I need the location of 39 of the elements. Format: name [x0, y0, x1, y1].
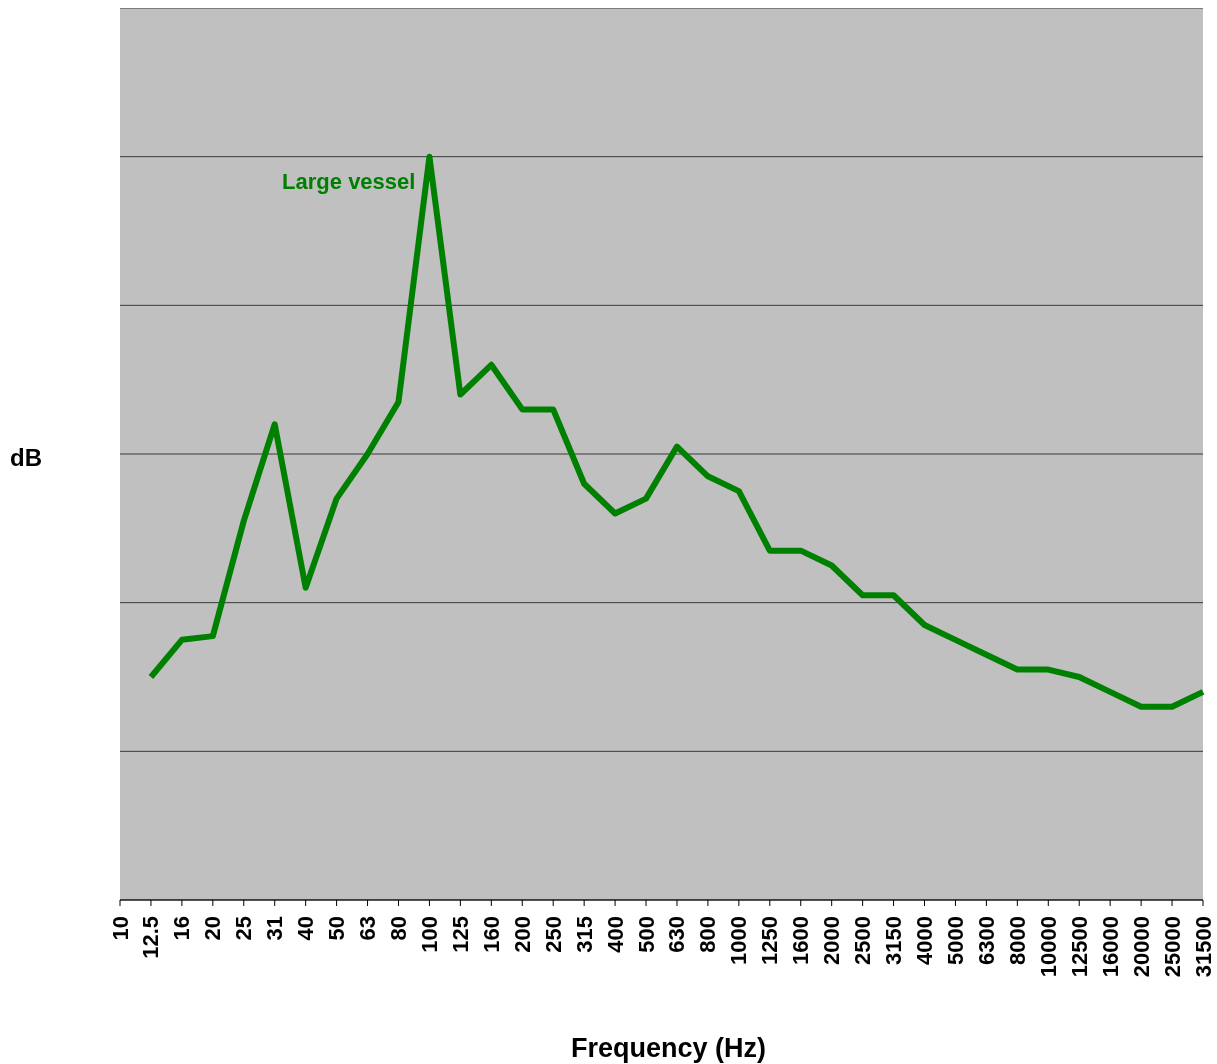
x-tick-label: 800: [695, 916, 721, 953]
x-tick-label: 25000: [1159, 916, 1185, 978]
x-tick-label: 160: [478, 916, 504, 953]
x-tick-label: 31500: [1190, 916, 1216, 978]
x-tick-label: 3150: [881, 916, 907, 965]
x-tick-label: 16: [169, 916, 195, 941]
x-tick-label: 25: [231, 916, 257, 941]
x-tick-label: 125: [447, 916, 473, 953]
x-tick-label: 8000: [1004, 916, 1030, 965]
x-tick-label: 16000: [1097, 916, 1123, 978]
x-tick-label: 12500: [1066, 916, 1092, 978]
x-tick-label: 10000: [1035, 916, 1061, 978]
x-tick-label: 100: [416, 916, 442, 953]
x-tick-label: 630: [664, 916, 690, 953]
series-label: Large vessel: [282, 168, 416, 194]
x-tick-label: 5000: [942, 916, 968, 965]
x-tick-label: 80: [385, 916, 411, 941]
x-tick-label: 1000: [726, 916, 752, 965]
x-tick-label: 6300: [973, 916, 999, 965]
x-tick-label: 31: [262, 916, 288, 941]
x-tick-label: 12.5: [138, 916, 164, 959]
x-tick-label: 4000: [912, 916, 938, 965]
x-tick-label: 400: [602, 916, 628, 953]
x-axis-title: Frequency (Hz): [570, 1033, 767, 1064]
y-axis-title: dB: [10, 444, 42, 472]
x-tick-label: 1250: [757, 916, 783, 965]
x-tick-label: 20000: [1128, 916, 1154, 978]
x-tick-label: 40: [293, 916, 319, 941]
x-tick-label: 10: [107, 916, 133, 941]
x-tick-label: 50: [324, 916, 350, 941]
x-tick-label: 2000: [819, 916, 845, 965]
x-tick-label: 315: [571, 916, 597, 953]
x-tick-label: 20: [200, 916, 226, 941]
x-tick-label: 500: [633, 916, 659, 953]
x-tick-label: 250: [540, 916, 566, 953]
x-tick-label: 200: [509, 916, 535, 953]
x-tick-label: 2500: [850, 916, 876, 965]
x-tick-label: 63: [355, 916, 381, 941]
x-tick-label: 1600: [788, 916, 814, 965]
